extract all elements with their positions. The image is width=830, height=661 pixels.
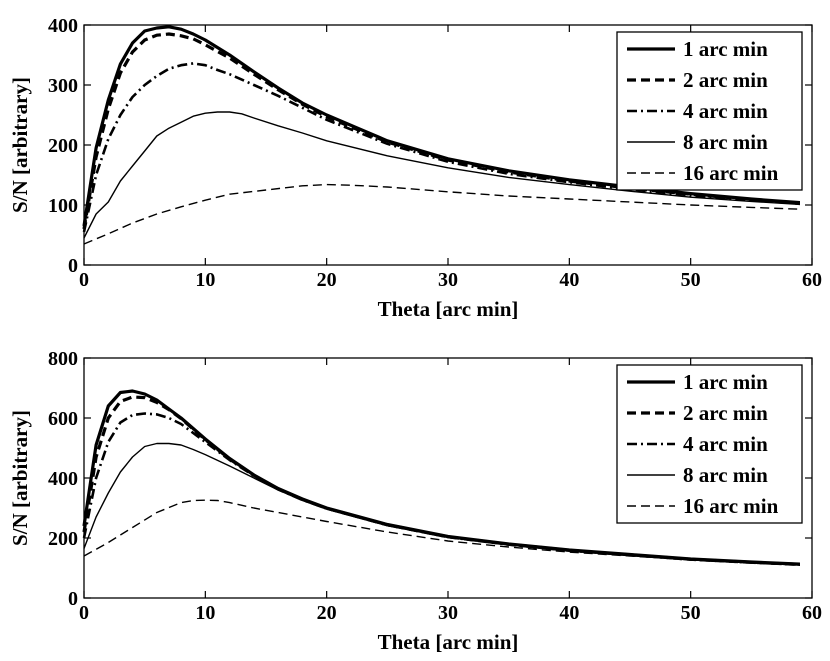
x-tick-label: 60 xyxy=(802,269,822,291)
series-line-8-arc-min xyxy=(83,442,800,566)
legend-label: 16 arc min xyxy=(683,494,779,518)
legend-label: 16 arc min xyxy=(683,161,779,185)
x-tick-label: 40 xyxy=(559,602,579,624)
legend-label: 1 arc min xyxy=(683,370,768,394)
y-tick-label: 200 xyxy=(48,135,78,157)
x-tick-label: 50 xyxy=(681,269,701,291)
series-line-4-arc-min xyxy=(82,62,800,233)
y-tick-label: 300 xyxy=(48,75,78,97)
y-tick-label: 800 xyxy=(48,348,78,370)
x-tick-label: 10 xyxy=(195,602,215,624)
x-tick-label: 40 xyxy=(559,269,579,291)
series-group xyxy=(82,25,801,245)
y-tick-label: 400 xyxy=(48,468,78,490)
x-tick-label: 30 xyxy=(438,269,458,291)
y-axis-label: S/N [arbitrary] xyxy=(8,77,32,213)
x-tick-label: 20 xyxy=(317,269,337,291)
legend-label: 8 arc min xyxy=(683,130,768,154)
legend-label: 2 arc min xyxy=(683,68,768,92)
series-group xyxy=(82,389,800,566)
x-tick-label: 30 xyxy=(438,602,458,624)
y-tick-label: 200 xyxy=(48,528,78,550)
legend: 1 arc min 2 arc min 4 arc min 8 arc min 16 a… xyxy=(616,31,803,191)
series-line-8-arc-min xyxy=(83,111,800,239)
x-axis-label: Theta [arc min] xyxy=(378,630,519,654)
x-tick-label: 0 xyxy=(79,602,89,624)
ticks: 0 10 20 30 40 50 60 0 100 200 300 400 xyxy=(48,15,822,291)
y-tick-label: 600 xyxy=(48,408,78,430)
x-tick-label: 50 xyxy=(681,602,701,624)
legend-label: 4 arc min xyxy=(683,432,768,456)
y-tick-label: 0 xyxy=(68,588,78,610)
legend-label: 2 arc min xyxy=(683,401,768,425)
x-tick-label: 20 xyxy=(317,602,337,624)
y-tick-label: 100 xyxy=(48,195,78,217)
x-tick-label: 0 xyxy=(79,269,89,291)
series-line-1-arc-min xyxy=(82,25,801,227)
top-chart: 0 10 20 30 40 50 60 0 100 200 300 400 Theta [arc mi… xyxy=(8,15,822,321)
legend-label: 4 arc min xyxy=(683,99,768,123)
x-tick-label: 10 xyxy=(195,269,215,291)
legend: 1 arc min 2 arc min 4 arc min 8 arc min 16 a… xyxy=(616,364,803,524)
legend-label: 1 arc min xyxy=(683,37,768,61)
y-axis-label: S/N [arbitrary] xyxy=(8,410,32,546)
x-tick-label: 60 xyxy=(802,602,822,624)
y-tick-label: 400 xyxy=(48,15,78,37)
legend-label: 8 arc min xyxy=(683,463,768,487)
series-line-16-arc-min xyxy=(83,183,800,245)
x-axis-label: Theta [arc min] xyxy=(378,297,519,321)
y-tick-label: 0 xyxy=(68,255,78,277)
